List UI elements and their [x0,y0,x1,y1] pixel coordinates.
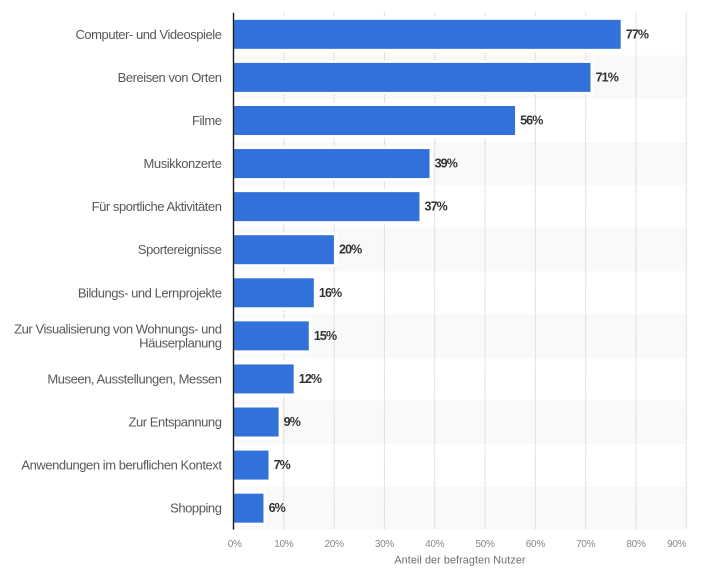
svg-text:77%: 77% [626,27,649,41]
svg-text:39%: 39% [435,157,458,171]
svg-text:Anwendungen im beruflichen Kon: Anwendungen im beruflichen Kontext [21,458,222,473]
svg-text:Für sportliche Aktivitäten: Für sportliche Aktivitäten [92,199,222,214]
svg-text:9%: 9% [284,415,301,429]
svg-text:Filme: Filme [192,113,222,128]
svg-text:6%: 6% [269,501,286,515]
svg-text:80%: 80% [626,539,646,550]
svg-text:Häuserplanung: Häuserplanung [139,335,222,350]
svg-text:Musikkonzerte: Musikkonzerte [144,156,222,171]
svg-text:Zur Entspannung: Zur Entspannung [129,415,222,430]
svg-text:Museen, Ausstellungen, Messen: Museen, Ausstellungen, Messen [47,371,221,386]
svg-text:20%: 20% [339,243,362,257]
svg-text:56%: 56% [520,113,543,127]
svg-text:30%: 30% [375,539,395,550]
svg-text:Bereisen von Orten: Bereisen von Orten [118,70,222,85]
svg-text:37%: 37% [425,200,448,214]
svg-text:40%: 40% [425,539,445,550]
svg-text:Sportereignisse: Sportereignisse [138,242,222,257]
svg-text:16%: 16% [319,286,342,300]
svg-text:71%: 71% [596,70,619,84]
svg-text:Anteil der befragten Nutzer: Anteil der befragten Nutzer [394,554,526,566]
svg-text:60%: 60% [526,539,546,550]
svg-text:7%: 7% [274,458,291,472]
svg-text:0%: 0% [228,539,242,550]
svg-text:Bildungs- und Lernprojekte: Bildungs- und Lernprojekte [78,285,222,300]
svg-text:20%: 20% [325,539,345,550]
svg-text:Computer- und Videospiele: Computer- und Videospiele [75,27,221,42]
svg-text:15%: 15% [314,329,337,343]
svg-text:Zur Visualisierung von Wohnung: Zur Visualisierung von Wohnungs- und [14,321,222,336]
svg-text:50%: 50% [475,539,495,550]
svg-text:70%: 70% [576,539,596,550]
svg-text:Shopping: Shopping [170,501,222,516]
svg-text:12%: 12% [299,372,322,386]
svg-text:90%: 90% [667,539,687,550]
svg-text:10%: 10% [274,539,294,550]
